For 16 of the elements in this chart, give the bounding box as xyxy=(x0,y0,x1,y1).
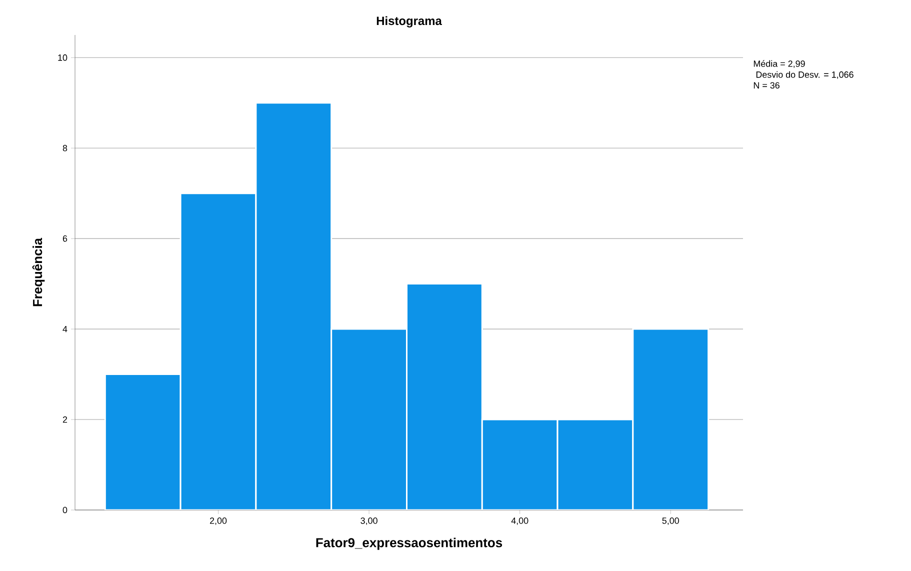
x-tick-label: 2,00 xyxy=(210,518,227,525)
y-tick-label: 6 xyxy=(62,235,68,242)
y-tick-label: 8 xyxy=(62,144,68,152)
x-tick-label: 3,00 xyxy=(360,518,378,525)
y-tick-label: 4 xyxy=(62,326,68,332)
text: N = 36 xyxy=(754,82,780,89)
x-tick-label: 4,00 xyxy=(511,518,528,525)
text: Desvio do Desv. = 1,066 xyxy=(756,71,854,79)
x-tick-label: 5,00 xyxy=(662,518,680,525)
y-tick-label: 10 xyxy=(58,54,68,61)
y-tick-label: 0 xyxy=(62,506,68,514)
chart-title: Histograma xyxy=(376,16,442,28)
text: Média = 2,99 xyxy=(754,60,805,68)
x-axis-title: Fator9_expressaosentimentos xyxy=(316,538,502,550)
y-axis-title: Frequência xyxy=(32,238,45,306)
y-tick-label: 2 xyxy=(62,416,68,423)
